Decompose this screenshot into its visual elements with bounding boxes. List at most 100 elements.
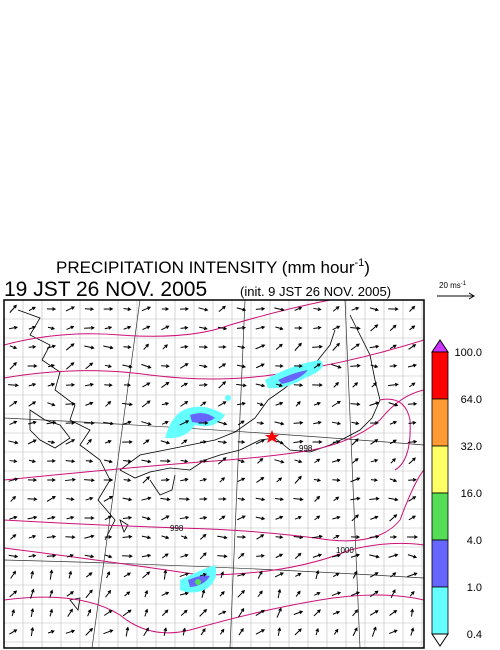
wind-arrow — [198, 307, 209, 312]
wind-arrow — [410, 608, 415, 617]
wind-arrow — [351, 306, 360, 311]
wind-vectors — [8, 304, 419, 637]
wind-arrow — [333, 535, 340, 539]
wind-arrow — [84, 307, 95, 311]
wind-arrow — [84, 421, 95, 425]
wind-arrow — [104, 515, 113, 521]
wind-arrow — [333, 572, 340, 578]
wind-arrow — [389, 364, 398, 368]
wind-arrow — [274, 440, 284, 445]
wind-arrow — [66, 554, 74, 558]
colorbar-label: 1.0 — [467, 582, 482, 594]
wind-arrow — [256, 476, 265, 483]
wind-arrow — [314, 515, 321, 521]
wind-arrow — [276, 607, 282, 618]
wind-arrow — [200, 401, 207, 407]
wind-arrow — [122, 497, 133, 502]
wind-arrow — [370, 515, 379, 520]
wind-arrow — [314, 495, 321, 502]
wind-arrow — [103, 478, 114, 482]
colorbar-segment — [431, 445, 449, 494]
wind-arrow — [11, 608, 16, 617]
wind-arrow — [217, 440, 228, 445]
grid — [4, 300, 424, 648]
wind-arrow — [237, 477, 246, 482]
wind-arrow — [30, 626, 35, 637]
colorbar-label: 16.0 — [461, 488, 482, 500]
wind-arrow — [143, 343, 150, 350]
wind-arrow — [275, 326, 284, 331]
wind-arrow — [236, 383, 247, 388]
wind-arrow — [65, 306, 75, 312]
wind-arrow — [47, 382, 56, 387]
wind-arrow — [162, 344, 168, 350]
wind-arrow — [49, 589, 54, 598]
wind-arrow — [331, 591, 342, 597]
wind-arrow — [27, 515, 38, 520]
wind-arrow — [9, 362, 17, 370]
wind-arrow — [389, 535, 398, 539]
wind-arrow — [350, 363, 361, 368]
wind-arrow — [122, 609, 132, 617]
wind-arrow — [295, 590, 301, 597]
wind-arrow — [370, 439, 379, 445]
wind-arrow — [312, 440, 323, 444]
isobar-label: 998 — [299, 444, 313, 453]
wind-arrow — [275, 383, 283, 387]
wind-arrow — [161, 325, 170, 331]
wind-arrow — [28, 382, 37, 387]
wind-arrow — [333, 496, 340, 502]
wind-arrow — [87, 608, 92, 617]
wind-arrow — [180, 535, 188, 539]
wind-arrow — [274, 421, 285, 426]
wind-arrow — [350, 496, 361, 501]
colorbar-label: 64.0 — [461, 394, 482, 406]
wind-arrow — [104, 459, 113, 464]
vector-scale: 20 ms-1 — [439, 281, 467, 290]
wind-arrow — [275, 364, 284, 368]
wind-arrow — [332, 440, 341, 444]
wind-arrow — [350, 535, 361, 539]
wind-arrow — [49, 569, 54, 580]
wind-arrow — [371, 626, 377, 637]
wind-arrow — [313, 401, 321, 406]
wind-arrow — [66, 591, 74, 597]
wind-arrow — [277, 627, 282, 636]
wind-arrow — [388, 307, 399, 311]
wind-arrow — [369, 401, 380, 406]
wind-arrow — [199, 477, 208, 482]
wind-arrow — [294, 342, 302, 351]
wind-arrow — [257, 570, 263, 579]
wind-arrow — [199, 572, 207, 577]
wind-arrow — [9, 400, 18, 407]
wind-arrow — [237, 459, 245, 464]
wind-arrow — [47, 630, 55, 634]
coastlines — [17, 309, 381, 611]
title-sup: -1 — [355, 257, 365, 269]
isobars — [4, 300, 424, 634]
wind-arrow — [314, 592, 321, 596]
wind-arrow — [28, 306, 36, 312]
wind-arrow — [409, 305, 416, 312]
wind-arrow — [332, 306, 340, 312]
wind-arrow — [123, 345, 132, 349]
wind-arrow — [86, 438, 92, 445]
wind-arrow — [313, 363, 321, 369]
wind-arrow — [408, 496, 417, 502]
wind-arrow — [28, 345, 37, 349]
wind-arrow — [294, 326, 303, 330]
precipitation — [165, 360, 323, 593]
wind-arrow — [65, 629, 76, 634]
wind-arrow — [275, 515, 284, 520]
wind-arrow — [84, 534, 95, 539]
wind-arrow — [352, 627, 358, 637]
colorbar-segment — [431, 586, 449, 635]
wind-arrow — [161, 381, 170, 388]
wind-arrow — [388, 382, 399, 387]
wind-arrow — [408, 478, 417, 482]
wind-arrow — [257, 457, 264, 464]
wind-arrow — [47, 326, 56, 330]
wind-arrow — [237, 401, 246, 406]
wind-arrow — [198, 421, 209, 425]
